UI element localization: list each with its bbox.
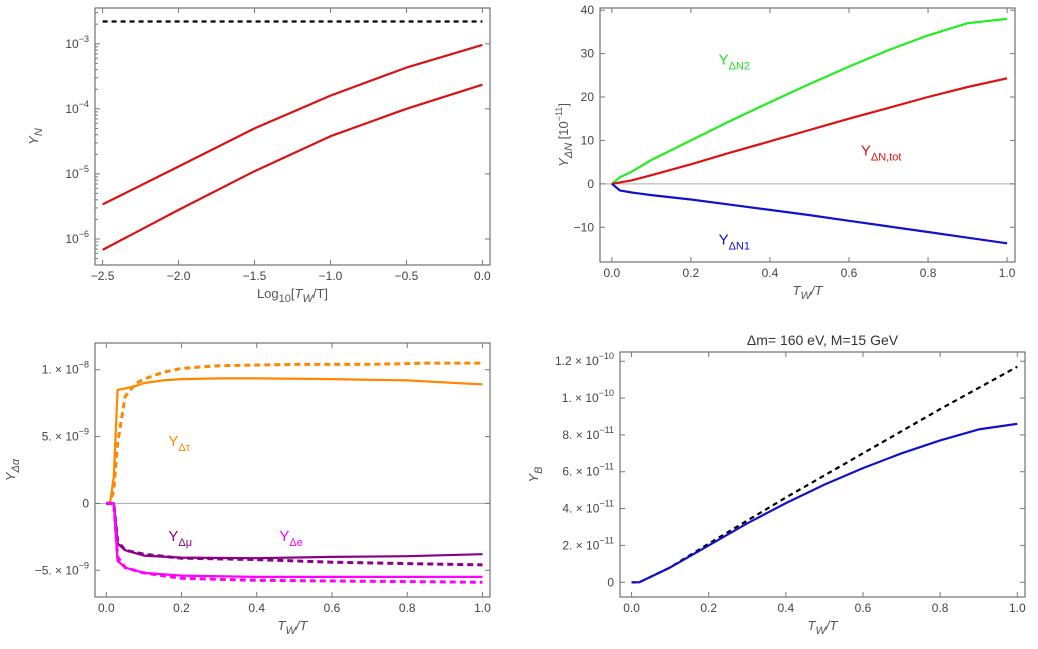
x-tick-label: 0.4 bbox=[248, 601, 265, 615]
y-tick-label: −5. × 10−9 bbox=[35, 560, 89, 577]
y-tick-label: 6. × 10−11 bbox=[562, 462, 614, 479]
series-line-2 bbox=[106, 377, 483, 505]
y-tick-label: 10−6 bbox=[65, 229, 89, 246]
y-tick-label: 30 bbox=[581, 47, 595, 61]
series-line-4 bbox=[106, 502, 483, 560]
panel-yb: 0.0 0.2 0.4 0.6 0.8 1.0 0 2. × 10−11 4. × 10−11 6… bbox=[526, 332, 1026, 637]
y-tick-label: 10−5 bbox=[65, 164, 89, 181]
series-annotation: YΔμ bbox=[168, 528, 192, 549]
series-line-3 bbox=[611, 182, 1008, 245]
plot-title: Δm= 160 eV, M=15 GeV bbox=[747, 332, 899, 348]
x-tick-label: 0.0 bbox=[98, 601, 115, 615]
x-tick-label: 0.2 bbox=[683, 266, 700, 280]
x-tick-label: 0.4 bbox=[762, 266, 779, 280]
plot-frame bbox=[599, 7, 1016, 263]
x-tick-label: 0.4 bbox=[778, 601, 795, 615]
x-tick-label: 0.0 bbox=[474, 269, 491, 283]
panel-yn: −2.5 −2.0 −1.5 −1.0 −0.5 0.0 10−6 10−5 10−4 10−3 L… bbox=[26, 7, 491, 305]
y-axis-label: YΔN [10−11] bbox=[554, 103, 575, 167]
x-tick-label: −1.0 bbox=[319, 269, 343, 283]
x-axis-label: TW/T bbox=[793, 283, 824, 302]
x-axis-label: Log10[TW/T] bbox=[257, 286, 328, 305]
y-axis-label: YΔα bbox=[3, 458, 22, 481]
y-tick-label: 2. × 10−11 bbox=[562, 535, 614, 552]
series-line-2 bbox=[631, 422, 1018, 584]
x-tick-label: 0.6 bbox=[324, 601, 341, 615]
x-tick-label: 0.8 bbox=[399, 601, 416, 615]
series-annotation: YΔN1 bbox=[719, 232, 750, 253]
y-tick-label: 5. × 10−9 bbox=[42, 427, 89, 444]
series-line-2 bbox=[102, 43, 483, 206]
x-tick-label: −0.5 bbox=[395, 269, 419, 283]
x-tick-label: 1.0 bbox=[999, 266, 1016, 280]
y-tick-label: 1.2 × 10−10 bbox=[555, 351, 614, 368]
series-annotation: YΔe bbox=[279, 528, 302, 549]
series-annotation: YΔN2 bbox=[719, 51, 750, 72]
y-tick-label: −10 bbox=[574, 220, 595, 234]
plot-frame bbox=[94, 342, 491, 598]
y-tick-label: 1. × 10−8 bbox=[42, 360, 89, 377]
panel-ydeltaalpha: 0.0 0.2 0.4 0.6 0.8 1.0 −5. × 10−9 0 5. × 10−9 1.… bbox=[3, 342, 491, 637]
y-tick-label: 10−4 bbox=[65, 99, 89, 116]
x-tick-label: −2.5 bbox=[91, 269, 115, 283]
series-line-2 bbox=[611, 77, 1008, 185]
y-axis-label: YN bbox=[26, 128, 45, 145]
y-tick-label: 1. × 10−10 bbox=[562, 388, 614, 405]
x-tick-label: 0.8 bbox=[932, 601, 949, 615]
x-tick-label: 0.0 bbox=[623, 601, 640, 615]
x-axis-label: TW/T bbox=[278, 618, 309, 637]
y-tick-label: 40 bbox=[581, 3, 595, 17]
x-tick-label: 1.0 bbox=[474, 601, 491, 615]
plot-frame bbox=[619, 351, 1026, 598]
series-line-3 bbox=[102, 83, 483, 251]
x-tick-label: 0.2 bbox=[173, 601, 190, 615]
series-annotation: YΔN,tot bbox=[861, 143, 902, 164]
x-tick-label: 0.6 bbox=[841, 266, 858, 280]
x-tick-label: 0.2 bbox=[700, 601, 717, 615]
panel-ydeltan: 0.0 0.2 0.4 0.6 0.8 1.0 −10 0 10 20 30 40 YΔN2 YΔN,to… bbox=[554, 3, 1016, 302]
y-tick-label: 4. × 10−11 bbox=[562, 499, 614, 516]
series-line-1 bbox=[631, 365, 1018, 584]
y-tick-label: 20 bbox=[581, 90, 595, 104]
x-tick-label: 0.0 bbox=[604, 266, 621, 280]
plot-frame bbox=[94, 7, 491, 266]
y-tick-label: 0 bbox=[607, 575, 614, 589]
y-axis-label: YB bbox=[526, 466, 545, 482]
x-tick-label: 1.0 bbox=[1009, 601, 1026, 615]
y-tick-label: 10−3 bbox=[65, 34, 89, 51]
x-tick-label: −1.5 bbox=[243, 269, 267, 283]
y-tick-label: 0 bbox=[82, 496, 89, 510]
y-tick-label: 8. × 10−11 bbox=[562, 425, 614, 442]
x-tick-label: 0.8 bbox=[920, 266, 937, 280]
y-tick-label: 0 bbox=[587, 177, 594, 191]
series-annotation: YΔτ bbox=[168, 433, 190, 454]
series-line-1 bbox=[611, 17, 1008, 185]
x-tick-label: 0.6 bbox=[855, 601, 872, 615]
y-tick-label: 10 bbox=[581, 133, 595, 147]
x-axis-label: TW/T bbox=[808, 618, 839, 637]
x-tick-label: −2.0 bbox=[167, 269, 191, 283]
series-line-1 bbox=[106, 361, 483, 505]
series-line-6 bbox=[106, 502, 483, 579]
